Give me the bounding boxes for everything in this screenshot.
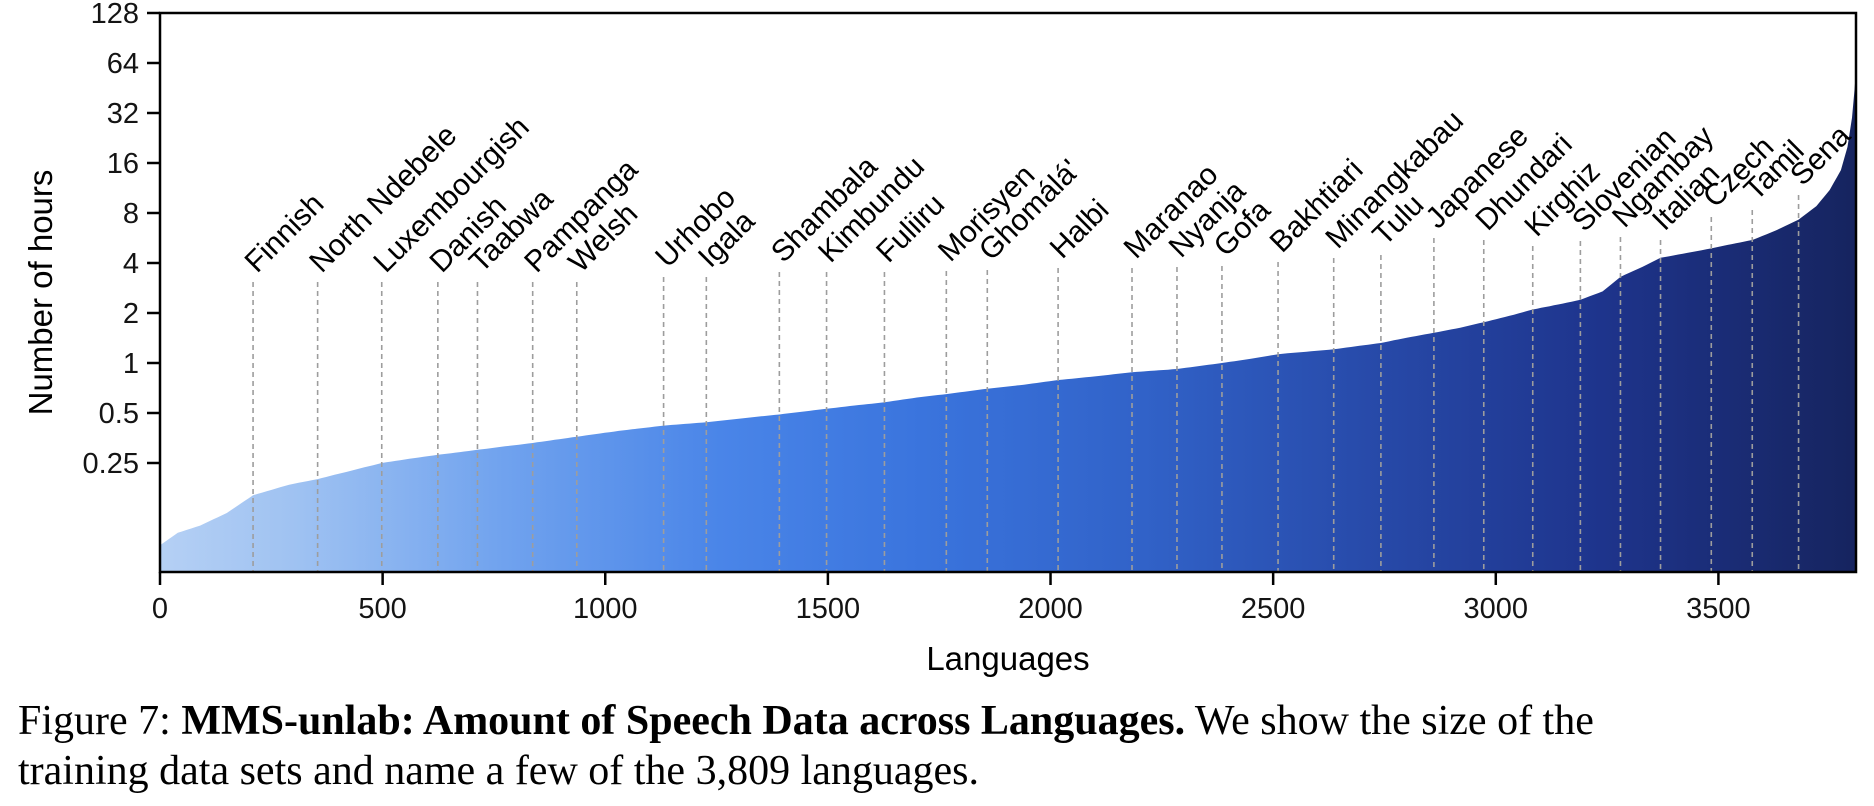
y-tick-label: 64 <box>107 48 139 80</box>
caption-line-2: training data sets and name a few of the… <box>18 748 980 794</box>
area-series <box>160 71 1856 573</box>
caption-bold-title: MMS-unlab: Amount of Speech Data across … <box>181 698 1186 744</box>
x-tick-label: 2500 <box>1241 593 1306 625</box>
y-axis-title: Number of hours <box>22 170 59 416</box>
x-tick-label: 3500 <box>1686 593 1751 625</box>
x-tick-label: 2000 <box>1018 593 1083 625</box>
x-tick-label: 1500 <box>796 593 861 625</box>
x-tick-label: 0 <box>152 593 168 625</box>
plot-frame <box>158 11 1858 574</box>
caption-figure-number: Figure 7: <box>18 698 182 744</box>
y-tick-label: 16 <box>107 148 139 180</box>
caption-line-1: Figure 7: MMS-unlab: Amount of Speech Da… <box>18 696 1874 746</box>
x-axis-title: Languages <box>926 640 1089 677</box>
y-tick-label: 1 <box>123 348 139 380</box>
y-tick-label: 0.5 <box>99 398 139 430</box>
y-tick-label: 4 <box>123 248 139 280</box>
y-tick-label: 128 <box>91 0 139 30</box>
y-tick-label: 32 <box>107 98 139 130</box>
caption-line1-rest: We show the size of the <box>1185 698 1594 744</box>
x-tick-label: 1000 <box>573 593 638 625</box>
x-tick-label: 3000 <box>1464 593 1529 625</box>
figure-caption: Figure 7: MMS-unlab: Amount of Speech Da… <box>18 696 1874 796</box>
y-tick-label: 0.25 <box>83 448 139 480</box>
y-tick-label: 8 <box>123 198 139 230</box>
x-tick-label: 500 <box>358 593 406 625</box>
y-tick-label: 2 <box>123 298 139 330</box>
